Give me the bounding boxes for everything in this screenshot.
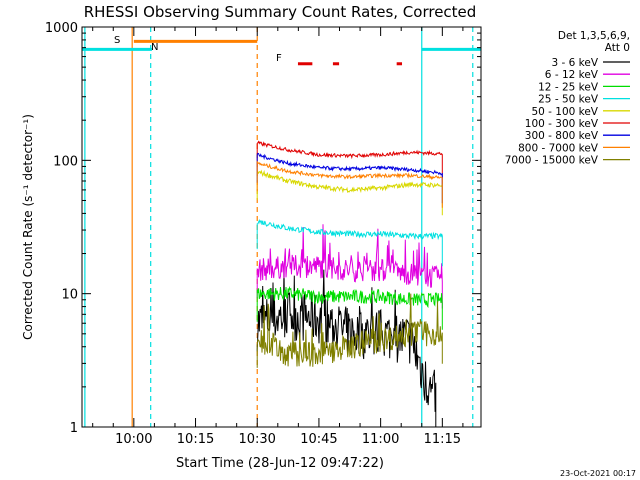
series-line-5	[256, 140, 443, 184]
legend-label-6: 300 - 800 keV	[525, 130, 599, 142]
series-line-3	[256, 219, 443, 267]
y-tick-label-1: 10	[61, 288, 78, 303]
timestamp: 23-Oct-2021 00:17	[560, 469, 636, 478]
series-line-6	[256, 152, 443, 204]
legend-label-3: 25 - 50 keV	[538, 94, 599, 106]
saa-label: S	[114, 35, 120, 46]
y-tick-label-2: 100	[53, 154, 78, 169]
series-line-4	[256, 169, 443, 216]
chart-title: RHESSI Observing Summary Count Rates, Co…	[84, 3, 477, 21]
legend-label-8: 7000 - 15000 keV	[505, 155, 599, 167]
series-lines	[256, 140, 443, 427]
series-line-8	[256, 293, 443, 368]
plot-frame	[81, 26, 482, 428]
flare-label: F	[276, 53, 282, 64]
overlay-labels: S N F	[114, 35, 282, 64]
series-line-7	[256, 160, 443, 208]
legend-header-line-2: Att 0	[605, 42, 630, 54]
x-axis-label: Start Time (28-Jun-12 09:47:22)	[176, 456, 384, 471]
legend-header-line-1: Det 1,3,5,6,9,	[558, 30, 630, 42]
legend-label-0: 3 - 6 keV	[551, 57, 598, 69]
legend-label-4: 50 - 100 keV	[531, 106, 598, 118]
y-axis-label: Corrected Count Rate (s⁻¹ detector⁻¹)	[21, 114, 35, 340]
legend-label-2: 12 - 25 keV	[538, 81, 599, 93]
x-tick-label-1: 10:15	[177, 432, 214, 447]
legend-label-5: 100 - 300 keV	[525, 118, 599, 130]
series-line-2	[256, 285, 443, 330]
series-line-1	[256, 224, 443, 309]
night-label: N	[151, 42, 158, 53]
legend-label-1: 6 - 12 keV	[545, 69, 599, 81]
x-tick-label-0: 10:00	[115, 432, 152, 447]
y-tick-label-0: 1	[70, 421, 78, 436]
axes: 10:00 10:15 10:30 10:45 11:00 11:15 1 10 100 1000	[45, 21, 481, 447]
x-tick-label-2: 10:30	[238, 432, 275, 447]
x-tick-label-3: 10:45	[300, 432, 337, 447]
observing-overlays	[82, 27, 481, 427]
y-tick-label-3: 1000	[45, 21, 78, 36]
x-tick-label-4: 11:00	[362, 432, 399, 447]
legend-label-7: 800 - 7000 keV	[518, 142, 599, 154]
x-tick-label-5: 11:15	[424, 432, 461, 447]
